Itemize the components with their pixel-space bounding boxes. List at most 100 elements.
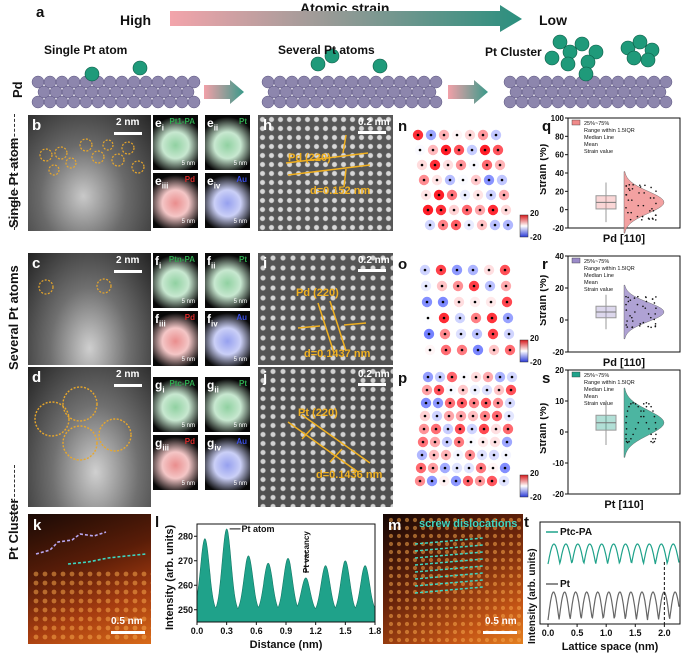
atom-column [508,549,514,555]
atom-center [506,427,510,431]
atom-column [444,517,450,523]
strain-point [644,307,647,309]
pt-atom [562,44,578,60]
atom-center [433,440,437,444]
scale-bar-label: 5 nm [233,161,247,167]
atom-column [78,598,84,604]
atom-column [460,533,466,539]
eds-map-g-i: gi Ptc-PA 5 nm [153,377,198,432]
atom-column [396,621,402,627]
annotation-pt-atom: Pt atom [242,524,275,534]
strain-point [645,300,648,303]
atom-column [476,517,482,523]
atom-column [508,573,514,579]
scale-bar-label: 5 nm [233,299,247,305]
atom-column [87,580,93,586]
atom-column [33,571,39,577]
plane-label-h: Pd (220) [288,152,331,164]
eds-element-label: Pt [239,117,247,126]
atom-column [105,625,111,631]
strain-point [628,405,630,408]
atom-center [507,332,511,336]
atom-center [471,414,475,418]
atom-column [404,533,410,539]
scale-bar-label: 2 nm [116,117,140,128]
tick-label: 0 [560,206,565,215]
atom-column [444,605,450,611]
strain-point [642,410,645,412]
strain-point [639,325,641,327]
panel-letter-o: o [398,256,408,273]
atom-center [494,427,498,431]
pt-atom [632,34,648,50]
atom-center [470,148,474,152]
atom-column [516,621,522,627]
atom-column [436,581,442,587]
panel-subscript: ii [213,123,219,133]
atom-column [516,581,522,587]
x-axis-label: Pd [110] [603,357,646,369]
atom-center [490,479,494,483]
atom-column [428,525,434,531]
y-axis-label: Strain (%) [540,402,549,454]
pd-atom [127,95,141,109]
strain-point [625,440,628,443]
pt-atom [560,56,576,72]
strain-point [640,410,642,412]
scale-bar-label: 5 nm [233,481,247,487]
atom-column [87,634,93,640]
atom-center [443,332,447,336]
strain-point [625,421,627,424]
atom-column [388,517,394,523]
atom-column [484,573,490,579]
atom-column [87,607,93,613]
atom-center [473,300,477,304]
pt-atom [544,50,560,66]
atom-column [105,589,111,595]
atom-center [443,466,447,470]
atom-center [431,466,435,470]
atom-center [460,348,464,352]
strain-point [650,405,652,408]
atom-column [428,533,434,539]
strain-point [654,421,657,424]
atom-column [516,637,522,643]
panel-letter-f: fiii [155,312,166,329]
strain-point [654,214,657,216]
atom-center [441,223,445,227]
strain-point [634,428,637,430]
atom-center [481,440,485,444]
strain-point [625,324,628,326]
atom-column [460,629,466,635]
atom-column [42,571,48,577]
single-pt-atom-label: Single Pt atom [44,43,128,57]
strain-point [626,320,628,322]
d-spacing-i: d=0.1437 nm [304,348,371,360]
atom-column [492,549,498,555]
atom-column [132,571,138,577]
atom-column [388,541,394,547]
atom-center [437,388,441,392]
strain-point [630,403,632,405]
atom-column [468,597,474,603]
panel-letter-f: fii [207,254,216,271]
atom-column [388,629,394,635]
atom-column [105,634,111,640]
atom-column [492,613,498,619]
pd-atom [163,95,177,109]
atom-column [460,597,466,603]
atom-column [404,549,410,555]
atom-column [436,541,442,547]
atom-column [42,598,48,604]
panel-letter-e: ei [155,116,164,133]
atom-column [78,607,84,613]
tick-label: -10 [552,459,564,468]
strain-maps [412,129,529,498]
atom-column [516,573,522,579]
atom-column [516,557,522,563]
strain-point [632,402,634,404]
atom-column [428,597,434,603]
atom-column [452,629,458,635]
atom-column [132,616,138,622]
tick-label: 0 [560,428,565,437]
